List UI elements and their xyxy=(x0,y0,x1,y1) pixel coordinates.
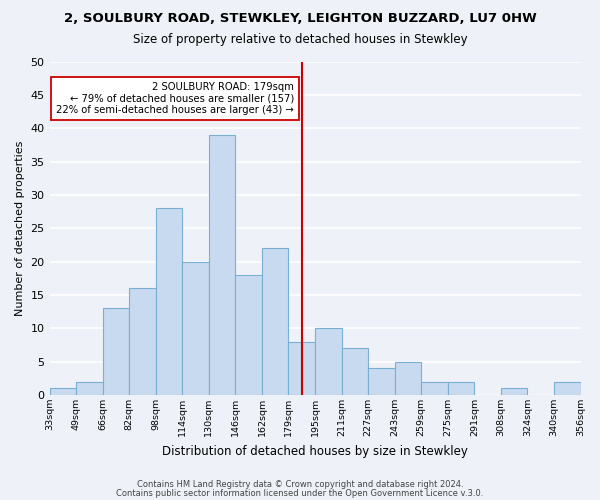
Bar xyxy=(289,342,315,395)
Bar xyxy=(156,208,182,395)
X-axis label: Distribution of detached houses by size in Stewkley: Distribution of detached houses by size … xyxy=(162,444,468,458)
Bar xyxy=(50,388,76,395)
Bar xyxy=(448,382,475,395)
Text: 2, SOULBURY ROAD, STEWKLEY, LEIGHTON BUZZARD, LU7 0HW: 2, SOULBURY ROAD, STEWKLEY, LEIGHTON BUZ… xyxy=(64,12,536,26)
Bar xyxy=(129,288,156,395)
Bar xyxy=(262,248,289,395)
Bar xyxy=(501,388,527,395)
Text: Contains HM Land Registry data © Crown copyright and database right 2024.: Contains HM Land Registry data © Crown c… xyxy=(137,480,463,489)
Bar xyxy=(103,308,129,395)
Text: 2 SOULBURY ROAD: 179sqm
← 79% of detached houses are smaller (157)
22% of semi-d: 2 SOULBURY ROAD: 179sqm ← 79% of detache… xyxy=(56,82,294,114)
Bar xyxy=(76,382,103,395)
Text: Size of property relative to detached houses in Stewkley: Size of property relative to detached ho… xyxy=(133,32,467,46)
Bar xyxy=(368,368,395,395)
Bar xyxy=(341,348,368,395)
Bar xyxy=(209,135,235,395)
Bar xyxy=(554,382,581,395)
Bar xyxy=(315,328,341,395)
Bar xyxy=(421,382,448,395)
Text: Contains public sector information licensed under the Open Government Licence v.: Contains public sector information licen… xyxy=(116,488,484,498)
Bar xyxy=(235,275,262,395)
Y-axis label: Number of detached properties: Number of detached properties xyxy=(15,140,25,316)
Bar xyxy=(182,262,209,395)
Bar xyxy=(395,362,421,395)
